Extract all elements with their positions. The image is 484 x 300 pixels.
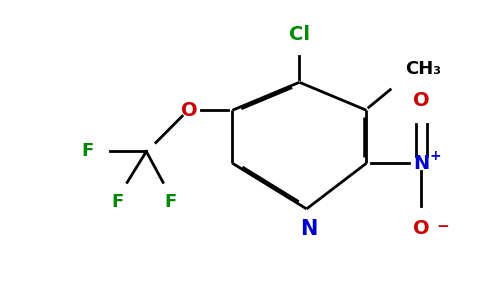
Text: −: − xyxy=(437,219,450,234)
Text: N: N xyxy=(413,154,429,173)
Text: O: O xyxy=(413,91,430,110)
Text: Cl: Cl xyxy=(289,25,310,44)
Text: N: N xyxy=(300,219,318,239)
Text: O: O xyxy=(413,219,430,238)
Text: +: + xyxy=(429,149,440,163)
Text: CH₃: CH₃ xyxy=(405,60,440,78)
Text: F: F xyxy=(81,142,94,160)
Text: F: F xyxy=(111,193,124,211)
Text: F: F xyxy=(164,193,176,211)
Text: O: O xyxy=(181,101,197,120)
